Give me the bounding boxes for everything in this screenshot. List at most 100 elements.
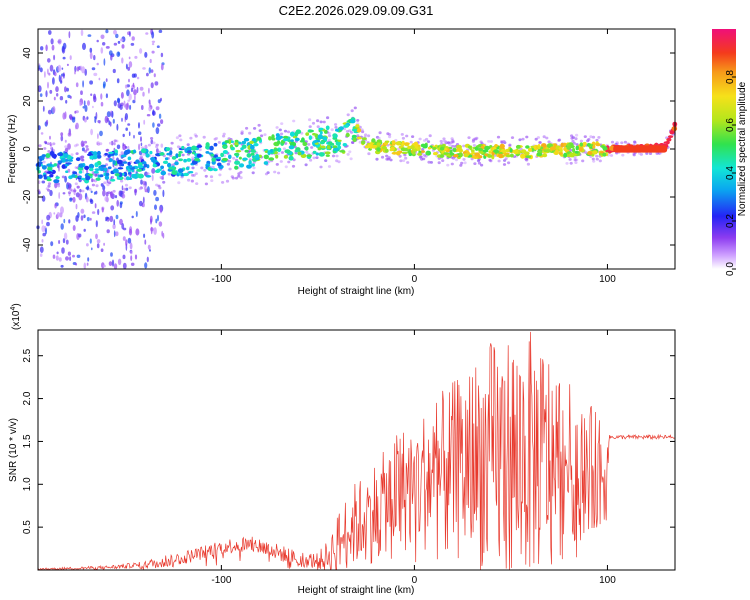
heatmap-cell [668,135,674,139]
heatmap-cell [493,149,499,153]
heatmap-cell [512,149,519,155]
heatmap-cell [253,126,257,130]
heatmap-cell [80,90,83,95]
heatmap-cell [280,151,284,154]
heatmap-cell [122,161,128,164]
heatmap-cell [504,157,508,161]
heatmap-cell [90,93,93,96]
heatmap-cell [655,152,659,155]
heatmap-cell [234,176,239,180]
heatmap-cell [49,142,52,147]
heatmap-cell [159,152,165,156]
heatmap-cell [94,168,101,172]
heatmap-cell [112,168,119,174]
heatmap-cell [335,154,339,158]
heatmap-cell [95,184,99,188]
heatmap-cell [63,232,68,240]
heatmap-cell [130,250,133,255]
heatmap-cell [328,134,332,138]
heatmap-cell [137,165,144,169]
heatmap-cell [273,148,279,152]
heatmap-cell [139,86,144,91]
heatmap-cell [155,127,160,135]
heatmap-cell [389,148,393,152]
heatmap-cell [215,156,222,160]
heatmap-cell [171,156,177,160]
heatmap-cell [409,140,413,144]
snr-panel: -100 0 100 0.5 1.0 1.5 2.0 2.5 Height of strai… [8,303,676,596]
heatmap-cell [152,163,157,168]
heatmap-cell [105,218,107,222]
heatmap-cell [121,44,125,49]
heatmap-cell [65,239,69,245]
heatmap-cell [537,146,541,150]
heatmap-cell [574,150,579,154]
heatmap-cell [81,158,85,162]
heatmap-cell [124,113,128,121]
heatmap-cell [665,140,670,145]
heatmap-cell [190,173,195,177]
heatmap-cell [525,145,530,149]
heatmap-cell [142,196,145,204]
heatmap-cell [191,145,197,151]
heatmap-cell [59,80,63,84]
x-tick-label: -100 [211,575,231,586]
heatmap-cell [507,161,511,165]
heatmap-cell [119,38,124,42]
heatmap-cell [133,134,135,139]
heatmap-cell [574,137,578,141]
heatmap-cell [177,168,184,173]
heatmap-cell [470,149,475,153]
heatmap-cell [82,106,85,109]
heatmap-cell [48,30,52,35]
heatmap-cell [234,152,240,157]
heatmap-cell [104,152,108,156]
heatmap-cell [112,160,116,165]
heatmap-cell [88,163,95,169]
heatmap-cell [93,72,98,77]
heatmap-cell [388,133,392,136]
heatmap-cell [80,215,84,221]
heatmap-cell [57,160,63,164]
heatmap-cell [258,129,262,133]
heatmap-cell [57,152,64,157]
heatmap-cell [105,78,108,82]
y-tick-label: 40 [22,47,33,59]
heatmap-cell [64,175,67,183]
heatmap-cell [450,137,454,141]
heatmap-cell [96,150,101,156]
heatmap-cell [140,142,143,147]
heatmap-cell [131,173,138,179]
heatmap-cell [81,143,85,147]
heatmap-cell [162,189,165,198]
heatmap-cell [592,159,596,163]
heatmap-cell [484,153,488,157]
heatmap-cell [277,171,281,175]
heatmap-cell [42,160,46,164]
heatmap-cell [191,166,195,170]
y-tick-label: 20 [22,95,33,107]
heatmap-cell [66,87,69,92]
heatmap-cell [610,140,615,144]
heatmap-cell [420,150,426,153]
heatmap-cell [286,130,291,134]
heatmap-cell [128,61,133,68]
heatmap-cell [306,154,313,158]
heatmap-cell [367,144,373,148]
heatmap-cell [170,141,174,145]
snr-series-line [37,331,675,571]
heatmap-cell [47,81,49,89]
heatmap-cell [59,96,64,101]
heatmap-cell [538,141,542,144]
heatmap-cell [476,159,481,163]
heatmap-cell [121,57,124,64]
heatmap-cell [64,111,67,119]
heatmap-cell [108,50,113,56]
heatmap-cell [395,141,402,146]
heatmap-cell [402,159,406,163]
heatmap-cell [121,185,124,191]
heatmap-cell [202,135,206,139]
heatmap-cell [595,157,599,161]
heatmap-cell [91,67,96,71]
y-tick-label: 0 [22,146,33,152]
